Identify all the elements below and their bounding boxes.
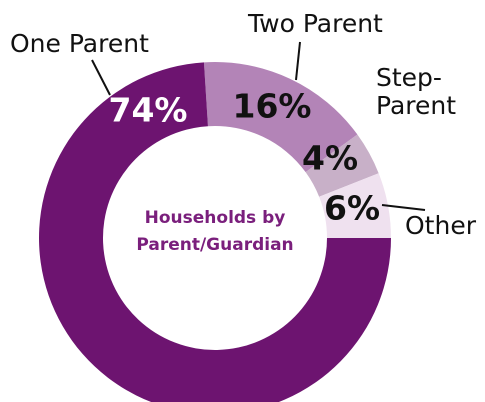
- donut-slice: [305, 134, 379, 197]
- value-label: 4%: [302, 139, 358, 178]
- leader-line: [295, 41, 301, 81]
- category-label: One Parent: [10, 29, 149, 58]
- value-label: 74%: [109, 91, 188, 130]
- donut-slice: [319, 173, 391, 238]
- value-label: 6%: [324, 189, 380, 228]
- donut-slice: [39, 62, 391, 402]
- value-label: 16%: [233, 87, 312, 126]
- donut-slice: [203, 62, 358, 173]
- category-label: Step-Parent: [376, 63, 457, 120]
- category-label: Other: [405, 211, 476, 240]
- leader-line: [381, 204, 426, 211]
- leader-line: [91, 59, 111, 96]
- category-label: Two Parent: [248, 9, 383, 38]
- center-label: Households by Parent/Guardian: [136, 208, 294, 255]
